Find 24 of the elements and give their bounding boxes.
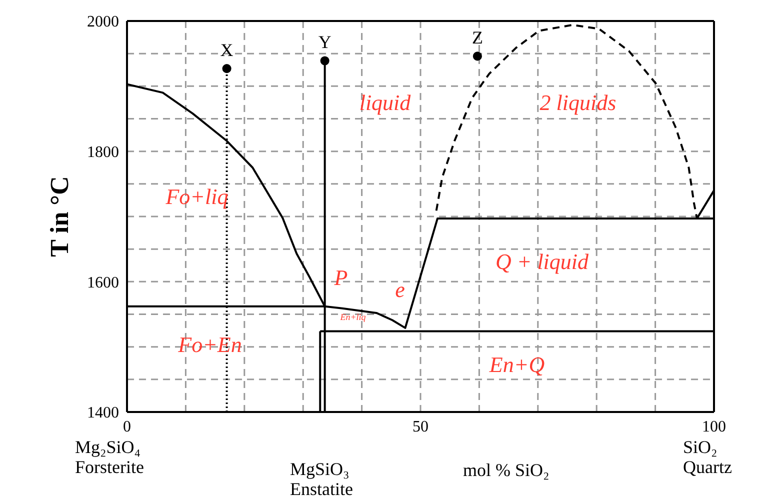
- x-tick-label: 0: [123, 418, 131, 436]
- annotation: Fo+liq: [166, 184, 228, 210]
- annotation: e: [395, 276, 405, 302]
- annotation: En+Q: [489, 352, 545, 378]
- series-label: X: [220, 40, 234, 60]
- y-axis-title: T in °C: [45, 176, 74, 257]
- text: SiO₂ Quartz: [683, 437, 732, 478]
- text: Mg₂SiO₄ Forsterite: [75, 437, 144, 478]
- y-tick-label: 2000: [87, 14, 119, 31]
- y-tick-label: 1400: [87, 404, 119, 422]
- annotation: Q + liquid: [495, 248, 589, 274]
- x-axis-title: mol % SiO₂: [463, 460, 550, 481]
- annotation: 2 liquids: [540, 90, 616, 116]
- x-tick-label: 50: [412, 418, 428, 436]
- text: MgSiO₃ Enstatite: [290, 459, 353, 500]
- series-label: Y: [318, 32, 332, 52]
- annotation: Fo+En: [178, 332, 242, 358]
- y-tick-label: 1600: [87, 274, 119, 292]
- annotation: En+liq: [340, 312, 366, 323]
- series-label: Z: [472, 28, 483, 48]
- annotation: P: [334, 264, 348, 290]
- annotation: liquid: [359, 90, 411, 116]
- y-tick-label: 1800: [87, 144, 119, 162]
- x-tick-label: 100: [702, 418, 726, 436]
